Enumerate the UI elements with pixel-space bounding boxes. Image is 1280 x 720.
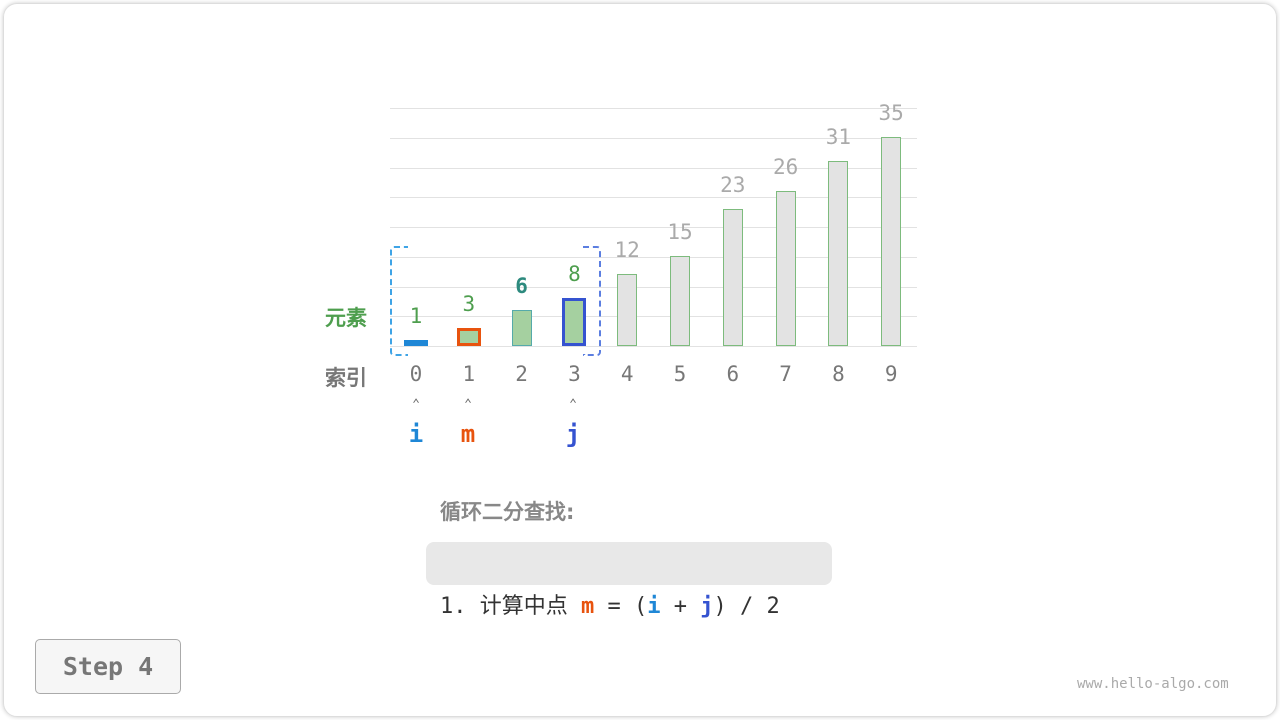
step-formula-box: 1. 计算中点 m = (i + j) / 2 xyxy=(426,542,832,619)
array-bar xyxy=(404,340,428,346)
array-value: 1 xyxy=(409,304,423,328)
formula-prefix: 1. 计算中点 xyxy=(440,594,581,619)
array-value: 6 xyxy=(515,274,528,299)
range-bracket-right xyxy=(583,246,601,356)
slide-frame xyxy=(3,3,1277,717)
array-value: 3 xyxy=(462,292,476,317)
array-index: 5 xyxy=(673,362,687,386)
step-button[interactable]: Step 4 xyxy=(35,639,181,694)
pointer-i: i xyxy=(408,420,424,448)
formula-j: j xyxy=(700,594,714,619)
array-bar xyxy=(670,256,690,346)
gridline xyxy=(390,197,917,199)
formula-plus: + xyxy=(660,594,701,619)
gridline xyxy=(390,286,917,288)
array-index: 7 xyxy=(779,362,792,386)
gridline xyxy=(390,346,917,347)
array-bar xyxy=(722,208,743,346)
array-bar xyxy=(456,328,481,346)
index-label: 索引 xyxy=(325,366,367,390)
watermark: www.hello-algo.com xyxy=(1077,676,1229,692)
formula-i: i xyxy=(647,594,661,619)
array-value: 23 xyxy=(720,172,746,197)
pointer-j-arrow: ⌃ xyxy=(569,397,577,412)
array-bar xyxy=(828,160,849,346)
formula-m: m xyxy=(580,594,595,619)
gridline xyxy=(390,137,917,139)
formula-eq: = ( xyxy=(594,594,648,619)
array-index: 3 xyxy=(568,362,581,386)
pointer-m: m xyxy=(460,420,476,448)
array-index: 4 xyxy=(620,362,634,386)
pointer-j: j xyxy=(565,420,581,448)
array-bar xyxy=(881,137,902,346)
gridline xyxy=(390,227,917,228)
algorithm-title: 循环二分查找: xyxy=(440,500,575,524)
array-bar xyxy=(562,298,587,346)
array-bar xyxy=(775,190,796,346)
array-value: 31 xyxy=(825,124,852,149)
pointer-m-arrow: ⌃ xyxy=(464,397,472,412)
array-index: 6 xyxy=(726,362,740,386)
pointer-i-arrow: ⌃ xyxy=(412,397,420,412)
array-index: 9 xyxy=(884,362,898,386)
array-index: 0 xyxy=(409,362,423,386)
range-bracket-left xyxy=(390,246,408,356)
array-value: 15 xyxy=(667,220,693,245)
array-value: 12 xyxy=(614,238,640,263)
gridline xyxy=(390,316,917,318)
array-value: 35 xyxy=(878,101,904,125)
gridline xyxy=(390,256,917,258)
array-bar xyxy=(617,274,638,346)
formula-suffix: ) / 2 xyxy=(713,594,780,619)
array-index: 2 xyxy=(515,362,528,386)
array-value: 26 xyxy=(772,154,799,179)
gridline xyxy=(390,167,917,169)
gridline xyxy=(390,108,917,109)
elements-label: 元素 xyxy=(325,306,367,330)
array-value: 8 xyxy=(568,262,581,287)
array-bar xyxy=(511,310,532,346)
array-index: 1 xyxy=(462,362,476,386)
array-index: 8 xyxy=(832,362,845,386)
